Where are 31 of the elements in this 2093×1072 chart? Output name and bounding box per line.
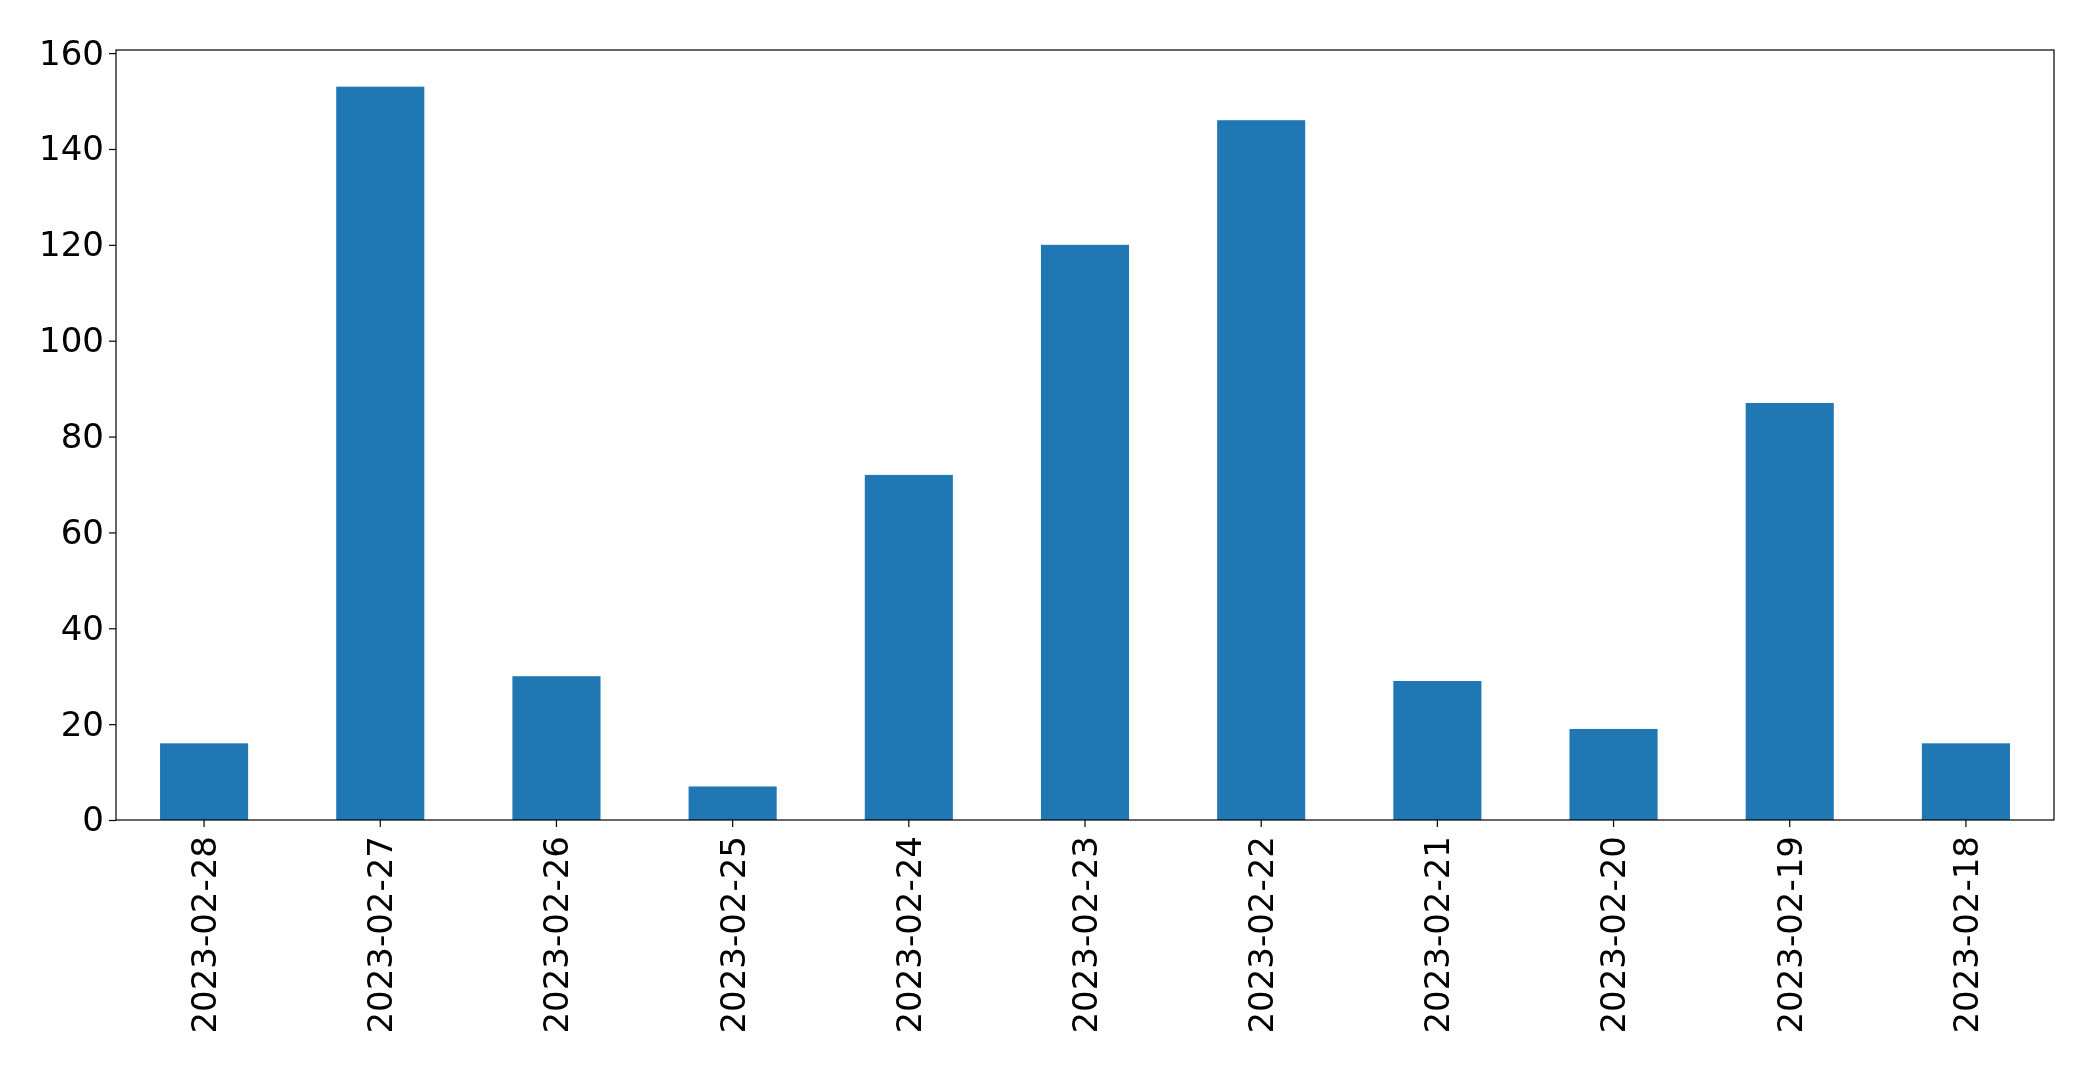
bar bbox=[1040, 244, 1130, 820]
bar bbox=[1217, 120, 1306, 820]
x-tick-label: 2023-02-21 bbox=[1417, 836, 1458, 1034]
bar bbox=[1921, 743, 2010, 820]
x-tick-label: 2023-02-22 bbox=[1241, 836, 1282, 1034]
x-tick-label: 2023-02-23 bbox=[1064, 836, 1105, 1034]
bar bbox=[160, 743, 249, 820]
x-tick-label: 2023-02-25 bbox=[712, 836, 753, 1034]
bar bbox=[336, 86, 425, 820]
y-tick-label: 20 bbox=[60, 703, 104, 744]
y-tick-label: 80 bbox=[60, 415, 104, 456]
x-tick-label: 2023-02-24 bbox=[888, 836, 929, 1034]
bar bbox=[864, 474, 953, 820]
bar bbox=[1393, 681, 1482, 820]
x-tick-label: 2023-02-27 bbox=[360, 836, 401, 1034]
y-tick-label: 140 bbox=[39, 128, 104, 169]
y-tick-label: 60 bbox=[60, 511, 104, 552]
x-tick-label: 2023-02-19 bbox=[1769, 836, 1810, 1034]
bar bbox=[512, 676, 601, 820]
x-tick-label: 2023-02-28 bbox=[183, 836, 224, 1034]
bar bbox=[1569, 728, 1658, 820]
y-tick-label: 100 bbox=[39, 320, 104, 361]
x-tick-label: 2023-02-20 bbox=[1593, 836, 1634, 1034]
y-tick-label: 160 bbox=[39, 32, 104, 73]
bar bbox=[1745, 403, 1834, 820]
x-tick-label: 2023-02-26 bbox=[536, 836, 577, 1034]
x-tick-label: 2023-02-18 bbox=[1945, 836, 1986, 1034]
bar bbox=[688, 786, 777, 820]
y-tick-label: 0 bbox=[82, 799, 104, 840]
y-tick-label: 120 bbox=[39, 224, 104, 265]
y-tick-label: 40 bbox=[60, 607, 104, 648]
